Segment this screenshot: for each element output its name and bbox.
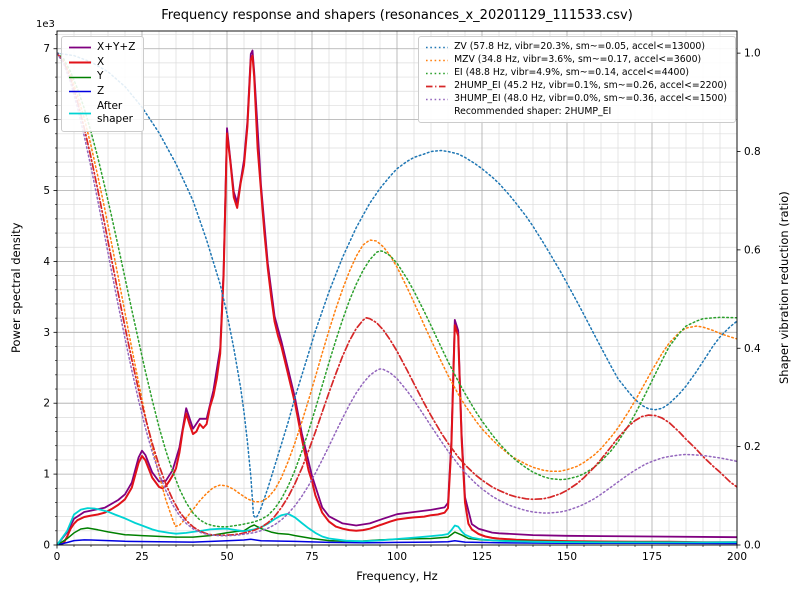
legend-label: 2HUMP_EI (45.2 Hz, vibr=0.1%, sm~=0.26, … (454, 80, 727, 92)
svg-text:6: 6 (43, 114, 50, 126)
svg-text:3: 3 (43, 327, 50, 339)
legend-label: Y (97, 70, 104, 83)
tick-labels: 0 25 50 75 100 125 150 175 200 0 1 2 3 4 5 6 7 0.0 0.2 0.4 0… (43, 43, 761, 563)
series-shaper-3hump-ei (57, 52, 737, 537)
series-x (57, 54, 737, 545)
legend-line-sample (69, 90, 91, 93)
series-shaper-mzv (57, 52, 737, 528)
svg-text:0.0: 0.0 (744, 540, 761, 552)
svg-text:0: 0 (43, 540, 50, 552)
svg-text:1: 1 (43, 469, 50, 481)
legend-note-row: Recommended shaper: 2HUMP_EI (425, 106, 727, 118)
svg-text:50: 50 (220, 551, 233, 563)
legend-entry: X+Y+Z (68, 41, 135, 55)
right-axis-label: Shaper vibration reduction (ratio) (777, 191, 791, 385)
legend-entry: 3HUMP_EI (48.0 Hz, vibr=0.0%, sm~=0.36, … (425, 93, 727, 105)
legend-entry: X (68, 56, 135, 70)
svg-text:200: 200 (727, 551, 747, 563)
svg-text:7: 7 (43, 43, 50, 55)
series-after-shaper (57, 507, 737, 545)
legend-line-sample (69, 112, 91, 115)
series-y (57, 524, 737, 545)
series-shaper-zv (57, 52, 737, 519)
svg-text:75: 75 (305, 551, 318, 563)
legend-label: Z (97, 84, 105, 97)
legend-entry: Y (68, 70, 135, 84)
legend-label: EI (48.8 Hz, vibr=4.9%, sm~=0.14, accel<… (454, 67, 690, 79)
legend-line-sample (426, 72, 449, 74)
left-axis-label: Power spectral density (9, 222, 23, 354)
chart-title: Frequency response and shapers (resonanc… (161, 8, 633, 23)
legend-entry: 2HUMP_EI (45.2 Hz, vibr=0.1%, sm~=0.26, … (425, 80, 727, 92)
svg-text:100: 100 (387, 551, 407, 563)
legend-label: After shaper (97, 99, 134, 126)
svg-text:4: 4 (43, 256, 50, 268)
minor-grid (57, 31, 737, 545)
series-z (57, 538, 737, 545)
legend-line-sample (69, 76, 91, 78)
legend-line-sample (426, 46, 449, 48)
svg-text:2: 2 (43, 398, 50, 410)
legend-label: X+Y+Z (97, 41, 136, 53)
legend-line-sample (426, 85, 449, 88)
legend-line-sample (69, 46, 91, 49)
svg-text:0.6: 0.6 (744, 244, 761, 256)
legend-line-sample (69, 61, 91, 64)
svg-text:125: 125 (472, 551, 492, 563)
legend-line-sample (426, 98, 449, 101)
series-shaper-2hump-ei (57, 52, 737, 537)
svg-text:175: 175 (642, 551, 662, 563)
tick-marks (53, 34, 741, 549)
legend-entry: Z (68, 85, 135, 99)
legend-note: Recommended shaper: 2HUMP_EI (454, 106, 612, 118)
legend-entry: ZV (57.8 Hz, vibr=20.3%, sm~=0.05, accel… (425, 41, 727, 53)
legend-label: ZV (57.8 Hz, vibr=20.3%, sm~=0.05, accel… (454, 41, 705, 52)
x-axis-label: Frequency, Hz (356, 569, 438, 583)
svg-text:0.4: 0.4 (744, 343, 761, 355)
svg-text:0.2: 0.2 (744, 441, 761, 453)
svg-text:25: 25 (135, 551, 148, 563)
legend-line-sample (426, 59, 449, 61)
legend-entry: MZV (34.8 Hz, vibr=3.6%, sm~=0.17, accel… (425, 54, 727, 66)
legend-label: X (97, 55, 105, 68)
svg-text:1.0: 1.0 (744, 48, 761, 60)
legend-label: MZV (34.8 Hz, vibr=3.6%, sm~=0.17, accel… (454, 54, 702, 66)
legend-spacer (425, 107, 449, 118)
legend-shapers: ZV (57.8 Hz, vibr=20.3%, sm~=0.05, accel… (418, 36, 736, 124)
svg-text:5: 5 (43, 185, 50, 197)
axis-offset-text: 1e3 (36, 19, 55, 30)
svg-text:0: 0 (54, 551, 61, 563)
legend-label: 3HUMP_EI (48.0 Hz, vibr=0.0%, sm~=0.36, … (454, 93, 727, 105)
legend-psd: X+Y+Z X Y Z After shaper (61, 36, 145, 132)
legend-entry: After shaper (68, 100, 135, 127)
legend-entry: EI (48.8 Hz, vibr=4.9%, sm~=0.14, accel<… (425, 67, 727, 79)
svg-text:150: 150 (557, 551, 577, 563)
svg-text:0.8: 0.8 (744, 146, 761, 158)
